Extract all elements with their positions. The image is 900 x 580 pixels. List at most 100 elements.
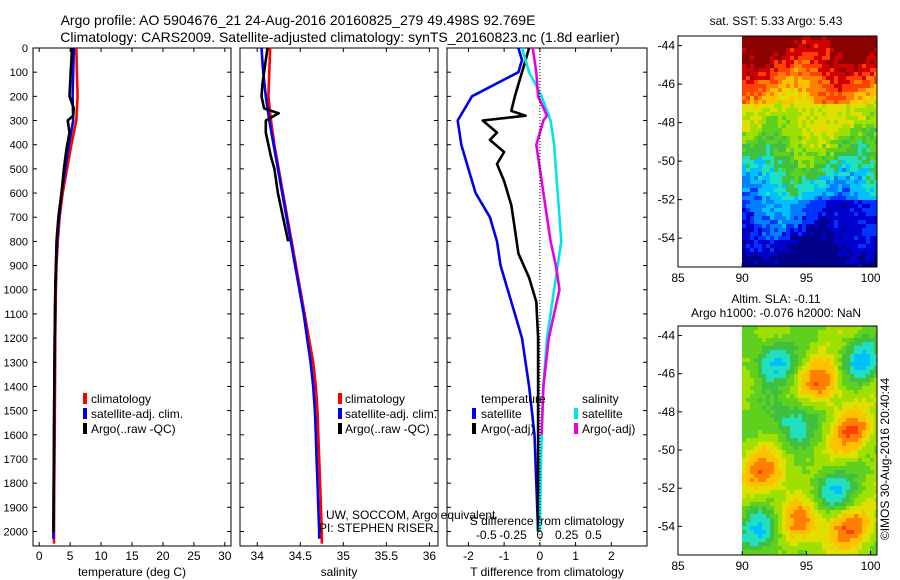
sla-cell <box>742 546 746 550</box>
sst-cell <box>858 88 862 92</box>
sla-cell <box>766 346 770 350</box>
sla-cell <box>750 538 754 542</box>
sla-cell <box>814 410 818 414</box>
sst-cell <box>794 264 798 267</box>
sla-cell <box>870 370 874 374</box>
sla-cell <box>794 354 798 358</box>
sla-cell <box>778 418 782 422</box>
sla-cell <box>786 454 790 458</box>
sst-cell <box>842 192 846 196</box>
sst-cell <box>834 84 838 88</box>
sst-cell <box>842 136 846 140</box>
sla-cell <box>810 514 814 518</box>
sla-cell <box>806 334 810 338</box>
x-tick-label: 35 <box>337 549 351 563</box>
sst-cell <box>802 152 806 156</box>
sst-cell <box>758 44 762 48</box>
sla-cell <box>870 482 874 486</box>
legend-t-satellite-swatch <box>472 408 476 419</box>
sla-cell <box>746 506 750 510</box>
sla-cell <box>838 426 842 430</box>
sla-cell <box>798 462 802 466</box>
sla-cell <box>846 438 850 442</box>
sla-cell <box>862 426 866 430</box>
sst-cell <box>818 228 822 232</box>
sst-cell <box>818 76 822 80</box>
sla-cell <box>818 550 822 554</box>
sla-cell <box>786 470 790 474</box>
sla-cell <box>786 510 790 514</box>
sla-cell <box>750 466 754 470</box>
sst-cell <box>846 40 850 44</box>
sla-cell <box>846 434 850 438</box>
sla-cell <box>798 446 802 450</box>
sla-cell <box>862 482 866 486</box>
sla-cell <box>870 454 874 458</box>
sla-cell <box>850 494 854 498</box>
sla-cell <box>810 394 814 398</box>
sst-cell <box>762 160 766 164</box>
sla-cell <box>838 374 842 378</box>
sla-cell <box>778 454 782 458</box>
sla-cell <box>798 334 802 338</box>
sst-cell <box>778 228 782 232</box>
sst-cell <box>850 116 854 120</box>
sst-cell <box>758 252 762 256</box>
sst-cell <box>834 236 838 240</box>
sst-cell <box>846 144 850 148</box>
sla-cell <box>794 534 798 538</box>
sst-cell <box>838 108 842 112</box>
sla-cell <box>874 546 877 550</box>
sst-cell <box>822 248 826 252</box>
sla-cell <box>870 350 874 354</box>
salinity-series <box>260 47 324 544</box>
sla-cell <box>746 462 750 466</box>
sst-cell <box>842 172 846 176</box>
sla-cell <box>814 402 818 406</box>
sst-cell <box>802 160 806 164</box>
sst-cell <box>774 128 778 132</box>
sst-cell <box>850 108 854 112</box>
sst-cell <box>834 76 838 80</box>
sst-cell <box>834 196 838 200</box>
sst-cell <box>798 40 802 44</box>
sst-cell <box>794 252 798 256</box>
sla-cell <box>874 366 877 370</box>
sla-cell <box>846 382 850 386</box>
sla-cell <box>826 454 830 458</box>
sla-cell <box>802 326 806 330</box>
sla-cell <box>810 338 814 342</box>
sla-cell <box>850 486 854 490</box>
sla-cell <box>762 358 766 362</box>
sla-cell <box>778 458 782 462</box>
sst-cell <box>874 100 877 104</box>
sst-cell <box>802 84 806 88</box>
sst-cell <box>790 152 794 156</box>
sla-cell <box>802 470 806 474</box>
sla-cell <box>850 510 854 514</box>
sst-cell <box>770 100 774 104</box>
sla-cell <box>790 510 794 514</box>
sst-cell <box>770 96 774 100</box>
sla-cell <box>850 382 854 386</box>
sst-cell <box>814 148 818 152</box>
sst-cell <box>786 188 790 192</box>
sst-cell <box>778 120 782 124</box>
sla-cell <box>758 430 762 434</box>
sst-cell <box>754 100 758 104</box>
sla-cell <box>782 430 786 434</box>
sst-cell <box>838 152 842 156</box>
sst-cell <box>802 248 806 252</box>
sla-cell <box>750 410 754 414</box>
salinity-axes <box>239 47 439 547</box>
sla-cell <box>866 510 870 514</box>
sla-cell <box>866 410 870 414</box>
imos-credit: ©IMOS 30-Aug-2016 20:40:44 <box>878 378 892 541</box>
sla-cell <box>758 354 762 358</box>
sst-cell <box>782 140 786 144</box>
sla-cell <box>874 430 877 434</box>
sst-cell <box>826 48 830 52</box>
sla-cell <box>826 442 830 446</box>
sst-cell <box>838 144 842 148</box>
sla-cell <box>846 522 850 526</box>
